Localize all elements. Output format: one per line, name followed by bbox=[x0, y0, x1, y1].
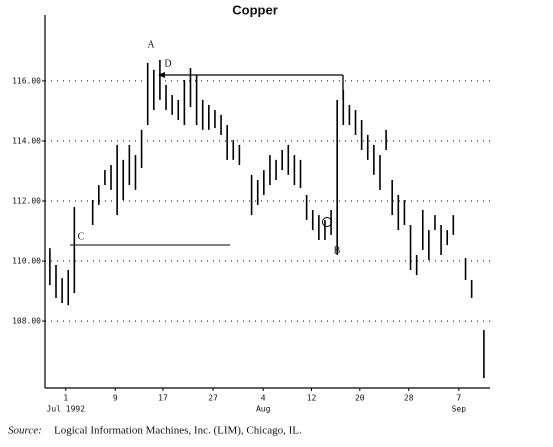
annotation: D bbox=[164, 58, 171, 69]
y-tick-label: 116.00 bbox=[12, 76, 41, 85]
month-label: Sep bbox=[452, 405, 467, 414]
source-label: Source: bbox=[8, 425, 42, 437]
marker-circle bbox=[322, 217, 332, 227]
y-tick-label: 112.00 bbox=[12, 196, 41, 205]
x-tick-label: 27 bbox=[208, 394, 218, 403]
y-tick-label: 110.00 bbox=[12, 257, 41, 266]
x-tick-label: 12 bbox=[307, 394, 317, 403]
annotation: C bbox=[78, 231, 85, 242]
source-text: Logical Information Machines, Inc. (LIM)… bbox=[54, 425, 302, 437]
x-tick-label: 20 bbox=[355, 394, 365, 403]
x-tick-label: 9 bbox=[113, 394, 118, 403]
chart-title: Copper bbox=[232, 2, 278, 17]
x-tick-label: 1 bbox=[63, 394, 68, 403]
y-tick-label: 108.00 bbox=[12, 317, 41, 326]
x-tick-label: 28 bbox=[404, 394, 414, 403]
x-tick-label: 4 bbox=[261, 394, 266, 403]
month-label: Jul 1992 bbox=[47, 405, 86, 414]
annotation: A bbox=[147, 39, 155, 50]
x-tick-label: 17 bbox=[158, 394, 168, 403]
month-label: Aug bbox=[256, 405, 271, 414]
y-tick-label: 114.00 bbox=[12, 136, 41, 145]
arrow-head bbox=[158, 72, 165, 78]
x-tick-label: 7 bbox=[456, 394, 461, 403]
